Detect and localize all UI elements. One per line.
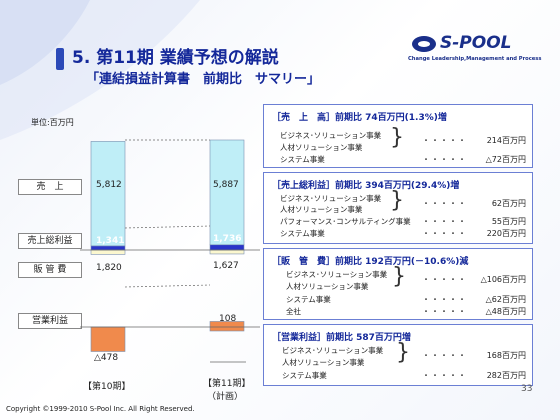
amount: △48百万円 <box>485 307 526 316</box>
box-op-row: ビジネス･ソリューション事業 <box>282 346 384 355</box>
amount: △62百万円 <box>485 295 526 304</box>
leader-dots: ・・・・・ <box>422 371 467 380</box>
box-sga-row: 全社 <box>286 307 301 316</box>
box-gross-row: 人材ソリューション事業 <box>280 205 363 214</box>
connector-sga <box>124 284 211 288</box>
box-sga-row: ビジネス･ソリューション事業 <box>286 270 388 279</box>
page-title: 5. 第11期 業績予想の解説 <box>72 48 279 68</box>
box-sga-header: ［販 管 費］前期比 192百万円(－10.6%)減 <box>272 257 469 267</box>
bar-gross-profit-prev <box>90 245 126 251</box>
bar-gross-profit-plan <box>209 244 245 251</box>
label-plan-sales: 5,887 <box>213 180 239 190</box>
brace-icon: } <box>392 264 406 289</box>
label-prev-sales: 5,812 <box>96 180 122 190</box>
label-plan-gross: 1,736 <box>213 234 242 244</box>
brace-icon: } <box>390 125 404 150</box>
amount: △106百万円 <box>480 275 526 284</box>
logo-tagline: Change Leadership,Management and Process <box>408 56 542 62</box>
page-number: 33 <box>521 384 533 394</box>
x-label-plan-sub: （計画） <box>207 392 244 402</box>
amount: 168百万円 <box>486 351 526 360</box>
box-gross-header: ［売上総利益］前期比 394百万円(29.4%)増 <box>272 181 460 191</box>
label-plan-operating: 108 <box>219 314 237 324</box>
box-sga: ［販 管 費］前期比 192百万円(－10.6%)減 ビジネス･ソリューション事… <box>263 248 533 320</box>
label-prev-sga: 1,820 <box>96 263 122 273</box>
box-gross-row: システム事業 <box>280 229 325 238</box>
leader-dots: ・・・・・ <box>422 155 467 164</box>
title-accent-bar <box>56 48 64 70</box>
box-op-row: 人材ソリューション事業 <box>282 358 365 367</box>
copyright-footer: Copyright ©1999-2010 S-Pool Inc. All Rig… <box>6 405 195 413</box>
bar-sales-plan <box>209 139 245 246</box>
unit-label: 単位:百万円 <box>31 118 74 127</box>
label-plan-sga: 1,627 <box>213 261 239 271</box>
category-operating-profit: 営業利益 <box>18 313 82 329</box>
box-sales-header: ［売 上 高］前期比 74百万円(1.3%)増 <box>272 113 447 123</box>
category-sga: 販 管 費 <box>18 262 82 278</box>
box-sga-row: 人材ソリューション事業 <box>286 282 369 291</box>
amount: 282百万円 <box>486 371 526 380</box>
category-gross-profit: 売上総利益 <box>18 233 82 249</box>
box-gross-profit: ［売上総利益］前期比 394百万円(29.4%)増 ビジネス･ソリューション事業… <box>263 172 533 244</box>
amount: △72百万円 <box>485 155 526 164</box>
leader-dots: ・・・・・ <box>422 229 467 238</box>
brace-icon: } <box>396 340 410 365</box>
x-label-plan: 【第11期】 <box>203 379 251 389</box>
box-sales-row: ビジネス･ソリューション事業 <box>280 131 382 140</box>
amount: 220百万円 <box>486 229 526 238</box>
bar-sga-plan <box>209 249 245 255</box>
label-prev-gross: 1,341 <box>96 236 125 246</box>
box-sga-row: システム事業 <box>286 295 331 304</box>
leader-dots: ・・・・・ <box>422 217 467 226</box>
leader-dots: ・・・・・ <box>422 295 467 304</box>
category-sales: 売 上 <box>18 179 82 195</box>
amount: 214百万円 <box>486 136 526 145</box>
logo-mark-icon <box>412 36 436 52</box>
box-sales-row: システム事業 <box>280 155 325 164</box>
leader-dots: ・・・・・ <box>422 136 467 145</box>
box-operating-profit: ［営業利益］前期比 587百万円増 ビジネス･ソリューション事業 人材ソリューシ… <box>263 324 533 386</box>
bar-operating-plan <box>209 321 245 332</box>
logo-name: S-POOL <box>440 33 512 53</box>
box-gross-row: パフォーマンス･コンサルティング事業 <box>280 217 411 226</box>
company-logo: S-POOL <box>410 28 538 60</box>
x-label-prev: 【第10期】 <box>83 382 131 392</box>
box-sales: ［売 上 高］前期比 74百万円(1.3%)増 ビジネス･ソリューション事業 人… <box>263 104 533 168</box>
box-sales-row: 人材ソリューション事業 <box>280 143 363 152</box>
connector-gross <box>124 225 211 229</box>
brace-icon: } <box>390 188 404 213</box>
leader-dots: ・・・・・ <box>422 199 467 208</box>
box-gross-row: ビジネス･ソリューション事業 <box>280 194 382 203</box>
page-subtitle: 「連結損益計算書 前期比 サマリー」 <box>86 72 321 87</box>
leader-dots: ・・・・・ <box>422 275 467 284</box>
box-op-header: ［営業利益］前期比 587百万円増 <box>272 333 411 343</box>
box-op-row: システム事業 <box>282 371 327 380</box>
amount: 55百万円 <box>491 217 526 226</box>
bar-sga-prev <box>90 249 126 255</box>
amount: 62百万円 <box>491 199 526 208</box>
leader-dots: ・・・・・ <box>422 307 467 316</box>
bar-operating-prev <box>90 326 126 352</box>
leader-dots: ・・・・・ <box>422 351 467 360</box>
label-prev-operating: △478 <box>94 353 119 363</box>
bar-sales-prev <box>90 141 126 247</box>
